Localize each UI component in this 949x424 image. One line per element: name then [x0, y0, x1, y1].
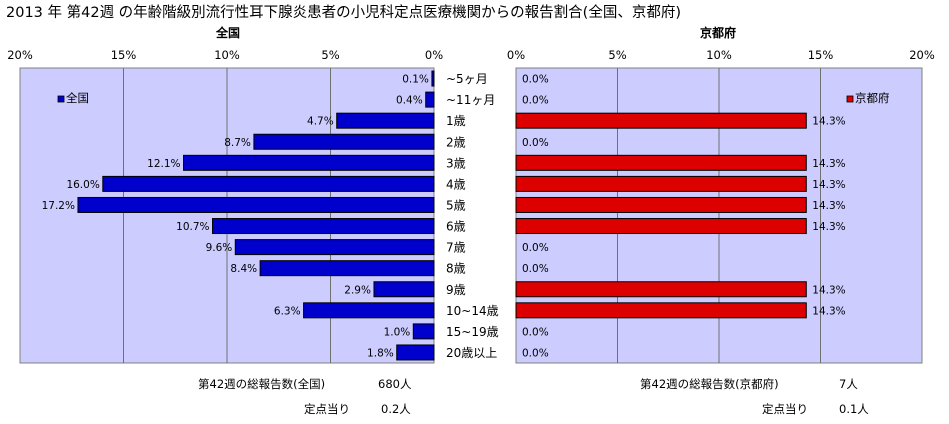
left-data-label: 16.0% [66, 179, 99, 191]
right-tick-label: 10% [706, 48, 732, 62]
category-label: 2歳 [446, 135, 466, 149]
left-bar [183, 154, 435, 171]
left-bar [425, 91, 435, 108]
left-tick-label: 20% [7, 48, 33, 62]
left-data-label: 0.4% [396, 95, 423, 107]
category-label: 1歳 [446, 114, 466, 128]
right-legend-label: 京都府 [855, 91, 890, 105]
left-panel: 0% 5% 10% 15% 20% 0.1% 0.4% 4.7% 8.7% 12.1% 16.0% 1… [7, 48, 443, 364]
right-tick-label: 20% [909, 48, 935, 62]
kyoto-total-label: 第42週の総報告数(京都府) [640, 377, 779, 391]
right-legend: 京都府 [846, 91, 890, 105]
left-data-label: 17.2% [42, 200, 75, 212]
right-legend-swatch [846, 95, 854, 103]
right-tick-label: 0% [507, 48, 525, 62]
category-label: 5歳 [446, 198, 466, 212]
right-data-label: 0.0% [522, 74, 549, 86]
left-data-label: 2.9% [344, 284, 371, 296]
category-label: 7歳 [446, 241, 466, 255]
left-bar [431, 70, 435, 87]
left-tick-label: 0% [425, 48, 443, 62]
right-data-label: 14.3% [812, 116, 845, 128]
left-bar [336, 112, 435, 129]
right-data-label: 14.3% [812, 284, 845, 296]
left-legend: 全国 [57, 91, 89, 105]
right-panel-title: 京都府 [700, 25, 736, 40]
left-data-label: 9.6% [206, 242, 233, 254]
category-label: ~5ヶ月 [446, 72, 488, 86]
left-bar [102, 175, 435, 192]
left-bar [412, 323, 435, 340]
right-data-label: 0.0% [522, 347, 549, 359]
national-total-label: 第42週の総報告数(全国) [198, 377, 325, 391]
right-data-label: 14.3% [812, 158, 845, 170]
left-data-label: 12.1% [147, 158, 180, 170]
right-data-label: 14.3% [812, 200, 845, 212]
right-data-label: 0.0% [522, 263, 549, 275]
left-tick-label: 10% [214, 48, 240, 62]
left-bar [303, 302, 435, 319]
right-bar [515, 302, 807, 319]
category-label: 15~19歳 [446, 325, 499, 339]
right-data-label: 0.0% [522, 95, 549, 107]
left-panel-title: 全国 [215, 25, 240, 40]
right-data-label: 0.0% [522, 242, 549, 254]
national-per-label: 定点当り [304, 402, 350, 416]
category-label: 9歳 [446, 283, 466, 297]
kyoto-total-value: 7人 [839, 377, 858, 391]
left-data-label: 8.7% [224, 137, 251, 149]
category-label: 4歳 [446, 177, 466, 191]
right-bar [515, 154, 807, 171]
national-total-value: 680人 [378, 377, 412, 391]
left-bar [396, 344, 435, 361]
left-data-label: 1.0% [384, 326, 411, 338]
category-label: 6歳 [446, 220, 466, 234]
left-bar [259, 260, 435, 277]
right-bar [515, 175, 807, 192]
right-data-label: 0.0% [522, 326, 549, 338]
left-data-label: 6.3% [274, 305, 301, 317]
right-data-label: 14.3% [812, 305, 845, 317]
left-data-label: 1.8% [367, 347, 394, 359]
right-bar [515, 218, 807, 235]
right-data-label: 14.3% [812, 221, 845, 233]
left-data-label: 0.1% [402, 74, 429, 86]
left-bar [373, 281, 435, 298]
category-label: 3歳 [446, 156, 466, 170]
left-data-label: 4.7% [307, 116, 334, 128]
category-label: 20歳以上 [446, 346, 497, 360]
left-data-label: 10.7% [176, 221, 209, 233]
left-legend-swatch [57, 95, 65, 103]
right-data-label: 0.0% [522, 137, 549, 149]
category-label: 8歳 [446, 262, 466, 276]
left-bar [212, 218, 435, 235]
left-tick-label: 15% [111, 48, 137, 62]
left-bar [234, 239, 435, 256]
chart-title: 2013 年 第42週 の年齢階級別流行性耳下腺炎患者の小児科定点医療機関からの… [6, 3, 681, 21]
right-tick-label: 5% [608, 48, 626, 62]
category-label: 10~14歳 [446, 304, 499, 318]
right-panel: 0% 5% 10% 15% 20% 0.0% 0.0% 14.3% 0.0% 14.3% 14.3%… [507, 48, 935, 364]
right-bar [515, 281, 807, 298]
right-data-label: 14.3% [812, 179, 845, 191]
right-bar [515, 196, 807, 213]
left-tick-label: 5% [321, 48, 339, 62]
left-bar [77, 196, 435, 213]
national-per-value: 0.2人 [381, 402, 411, 416]
category-label: ~11ヶ月 [446, 93, 495, 107]
left-legend-label: 全国 [66, 91, 89, 105]
kyoto-per-label: 定点当り [762, 402, 808, 416]
left-bar [253, 133, 435, 150]
right-bar [515, 112, 807, 129]
left-data-label: 8.4% [230, 263, 257, 275]
kyoto-per-value: 0.1人 [839, 402, 869, 416]
right-tick-label: 15% [808, 48, 834, 62]
